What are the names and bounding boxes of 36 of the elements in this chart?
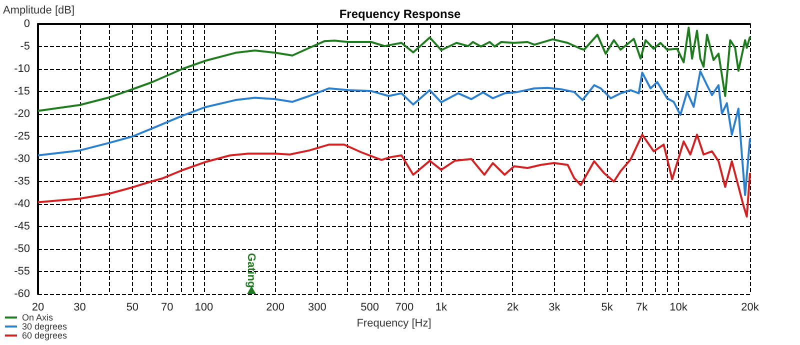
- y-tick-label: -55: [14, 266, 30, 278]
- x-tick-label: 500: [360, 302, 379, 314]
- chart-title: Frequency Response: [339, 7, 462, 21]
- x-tick-label: 70: [161, 302, 174, 314]
- y-tick-label: -20: [14, 108, 30, 120]
- y-tick-label: -50: [14, 243, 30, 255]
- x-tick-label: 10k: [670, 302, 688, 314]
- x-tick-label: 50: [126, 302, 139, 314]
- x-tick-label: 3k: [548, 302, 561, 314]
- y-axis-title: Amplitude [dB]: [3, 4, 75, 16]
- legend-label: 30 degrees: [22, 322, 68, 332]
- x-tick-label: 100: [194, 302, 214, 314]
- y-tick-label: 0: [24, 18, 30, 30]
- x-tick-label: 20: [32, 302, 44, 314]
- x-tick-label: 700: [395, 302, 414, 314]
- x-tick-label: 30: [74, 302, 86, 314]
- x-tick-label: 5k: [601, 302, 614, 314]
- x-tick-label: 7k: [636, 302, 648, 314]
- y-tick-label: -5: [20, 40, 30, 52]
- x-axis-title: Frequency [Hz]: [356, 317, 432, 330]
- legend-label: 60 degrees: [22, 330, 68, 340]
- annotation: Gating: [245, 253, 257, 288]
- y-tick-label: -15: [14, 86, 30, 98]
- y-tick-label: -10: [14, 63, 30, 75]
- legend-label: On Axis: [22, 312, 54, 322]
- x-tick-label: 1k: [435, 302, 448, 314]
- y-tick-label: -40: [14, 198, 30, 210]
- x-tick-label: 20k: [741, 302, 760, 314]
- y-tick-label: -45: [14, 220, 30, 232]
- x-tick-label: 200: [266, 302, 285, 314]
- y-tick-label: -35: [14, 176, 30, 188]
- x-tick-label: 2k: [506, 302, 519, 314]
- y-tick-label: -25: [14, 130, 30, 142]
- y-tick-label: -30: [14, 153, 30, 165]
- y-tick-label: -60: [14, 288, 30, 300]
- x-tick-label: 300: [308, 302, 326, 314]
